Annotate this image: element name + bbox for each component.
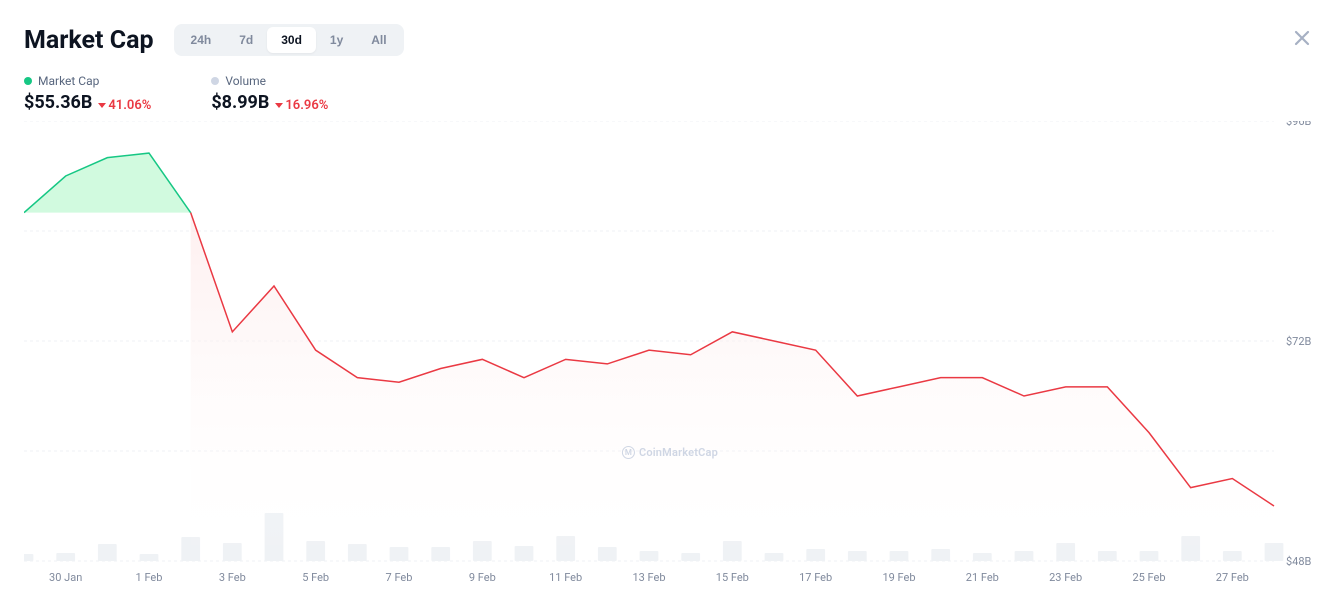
caret-down-icon [275, 103, 283, 108]
svg-text:11 Feb: 11 Feb [549, 571, 582, 584]
stat-change: 16.96% [275, 98, 328, 113]
svg-text:15 Feb: 15 Feb [716, 571, 749, 584]
range-button-24h[interactable]: 24h [177, 27, 226, 53]
stat-market-cap: Market Cap $55.36B 41.06% [24, 74, 151, 113]
watermark-icon: M [622, 446, 635, 459]
chart-svg: $96B $72B $48B 30 Jan 1 Feb 3 Feb 5 Feb 7 Feb 9 … [24, 121, 1316, 591]
watermark: M CoinMarketCap [622, 446, 718, 459]
svg-text:7 Feb: 7 Feb [386, 571, 413, 584]
svg-text:5 Feb: 5 Feb [302, 571, 329, 584]
close-icon [1292, 28, 1312, 48]
stat-value: $8.99B [211, 92, 269, 113]
market-cap-chart[interactable]: $96B $72B $48B 30 Jan 1 Feb 3 Feb 5 Feb 7 Feb 9 … [24, 121, 1316, 591]
range-button-7d[interactable]: 7d [225, 27, 267, 53]
svg-text:21 Feb: 21 Feb [966, 571, 999, 584]
svg-text:$96B: $96B [1286, 121, 1312, 128]
stat-change-text: 41.06% [108, 98, 151, 113]
svg-text:23 Feb: 23 Feb [1049, 571, 1082, 584]
legend-dot-market-cap [24, 77, 32, 85]
range-button-30d[interactable]: 30d [267, 27, 316, 53]
range-button-all[interactable]: All [357, 27, 400, 53]
svg-text:17 Feb: 17 Feb [799, 571, 832, 584]
svg-text:$72B: $72B [1286, 335, 1312, 348]
caret-down-icon [98, 103, 106, 108]
close-button[interactable] [1292, 28, 1312, 52]
stat-label: Market Cap [38, 74, 99, 88]
stat-value: $55.36B [24, 92, 92, 113]
svg-text:13 Feb: 13 Feb [632, 571, 665, 584]
stat-change: 41.06% [98, 98, 151, 113]
page-title: Market Cap [24, 26, 154, 55]
range-button-1y[interactable]: 1y [316, 27, 357, 53]
stat-label: Volume [225, 74, 266, 88]
legend-dot-volume [211, 77, 219, 85]
svg-text:30 Jan: 30 Jan [49, 571, 82, 584]
range-selector: 24h7d30d1yAll [174, 24, 404, 56]
svg-text:19 Feb: 19 Feb [882, 571, 915, 584]
watermark-text: CoinMarketCap [639, 446, 718, 459]
svg-text:27 Feb: 27 Feb [1216, 571, 1249, 584]
svg-text:$48B: $48B [1286, 555, 1312, 568]
svg-text:25 Feb: 25 Feb [1132, 571, 1165, 584]
svg-text:9 Feb: 9 Feb [469, 571, 496, 584]
stat-change-text: 16.96% [285, 98, 328, 113]
stat-volume: Volume $8.99B 16.96% [211, 74, 328, 113]
svg-text:1 Feb: 1 Feb [136, 571, 163, 584]
svg-text:3 Feb: 3 Feb [219, 571, 246, 584]
